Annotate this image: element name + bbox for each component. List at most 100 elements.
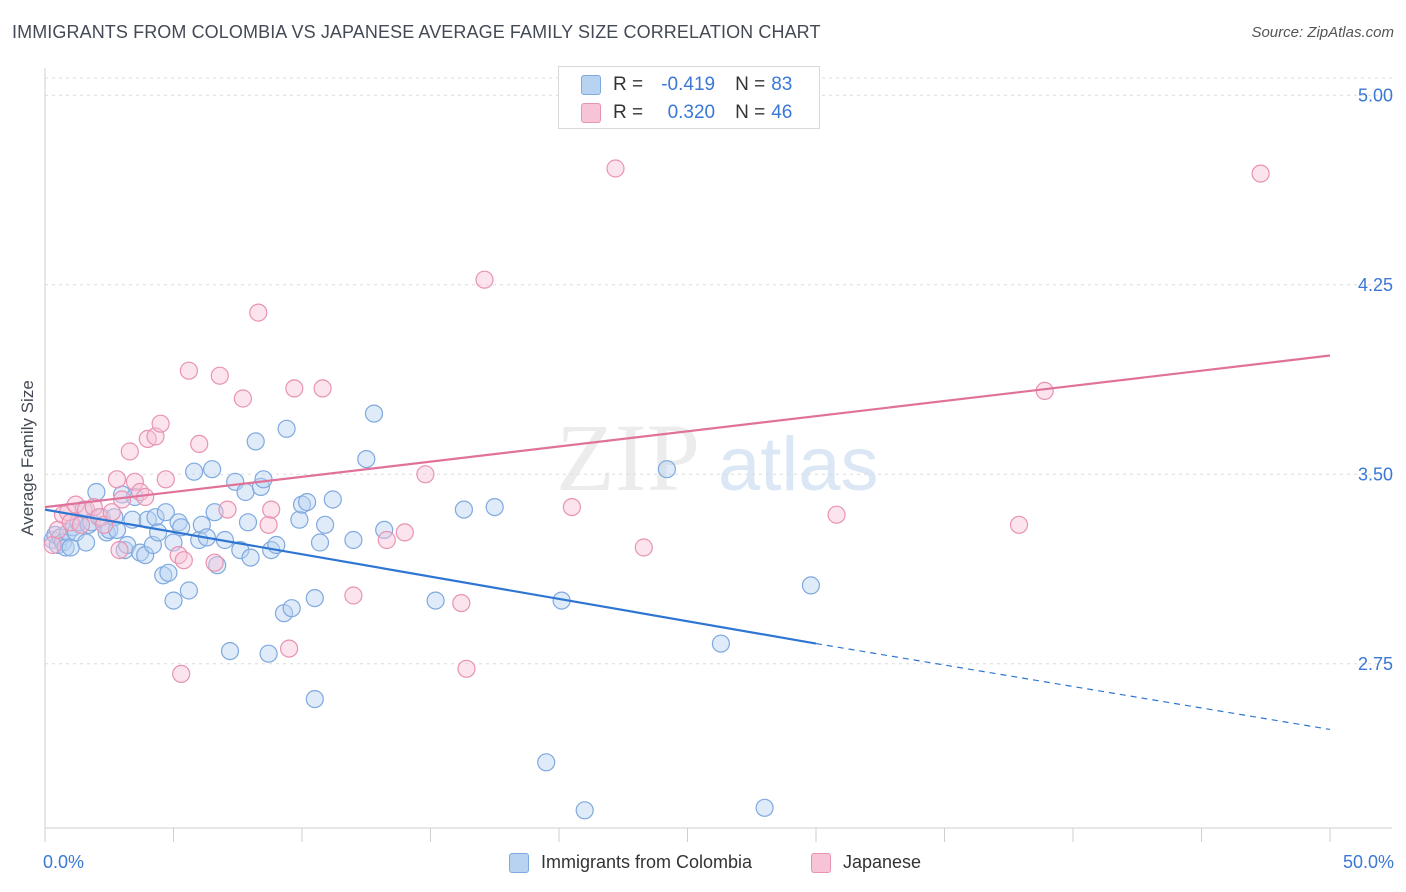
japanese-point xyxy=(475,270,494,289)
colombia-point xyxy=(426,591,445,610)
japanese-point xyxy=(259,515,278,534)
legend-swatch-pink xyxy=(581,103,601,123)
colombia-point xyxy=(323,490,342,509)
legend-r-label: R = xyxy=(613,102,644,123)
colombia-point xyxy=(454,500,473,519)
colombia-trend-extension xyxy=(815,642,1331,731)
japanese-point xyxy=(1251,164,1270,183)
japanese-point xyxy=(562,498,582,517)
colombia-point xyxy=(282,599,301,618)
japanese-point xyxy=(190,434,209,453)
colombia-point xyxy=(357,450,376,469)
japanese-point xyxy=(1009,515,1029,534)
colombia-point xyxy=(156,503,175,522)
colombia-point xyxy=(364,404,384,423)
japanese-point xyxy=(249,303,268,322)
legend-row-japanese: R = 0.320 N = 46 xyxy=(581,100,792,126)
colombia-point xyxy=(292,495,312,514)
colombia-point xyxy=(203,460,222,479)
colombia-point xyxy=(344,530,363,550)
legend-row-colombia: R = -0.419 N = 83 xyxy=(581,72,792,98)
x-tick-label-min: 0.0% xyxy=(43,852,85,872)
colombia-point xyxy=(164,591,183,610)
legend-n-value: 83 xyxy=(771,74,793,95)
colombia-point xyxy=(755,798,774,817)
legend-r-label: R = xyxy=(613,74,644,95)
japanese-point xyxy=(107,470,127,489)
japanese-point xyxy=(606,159,625,178)
legend-item-japanese[interactable]: Japanese xyxy=(811,852,921,873)
colombia-point xyxy=(115,540,134,560)
colombia-point xyxy=(277,419,296,438)
japanese-point xyxy=(280,639,299,658)
y-tick-label: 5.00 xyxy=(1358,85,1393,105)
legend-r-value: 0.320 xyxy=(667,102,716,123)
legend-swatch-pink xyxy=(811,852,831,873)
japanese-point xyxy=(262,500,281,519)
colombia-point xyxy=(485,498,504,517)
colombia-point xyxy=(316,515,335,534)
colombia-point xyxy=(169,513,188,532)
colombia-point xyxy=(241,548,260,567)
colombia-point xyxy=(220,641,240,661)
colombia-point xyxy=(208,556,227,575)
legend-swatch-blue xyxy=(509,852,529,873)
colombia-point xyxy=(711,634,731,653)
japanese-point xyxy=(205,553,224,572)
colombia-point xyxy=(149,523,168,542)
colombia-point xyxy=(298,493,317,512)
colombia-point xyxy=(238,513,258,532)
legend-n-value: 46 xyxy=(771,102,793,123)
legend-n-label: N = xyxy=(735,102,766,123)
colombia-point xyxy=(146,508,165,527)
colombia-point xyxy=(290,510,309,529)
y-tick-label: 3.50 xyxy=(1358,464,1393,484)
japanese-point xyxy=(313,379,332,398)
series-legend: Immigrants from Colombia Japanese xyxy=(0,852,1406,878)
japanese-point xyxy=(395,523,414,542)
colombia-point xyxy=(575,801,594,820)
japanese-point xyxy=(169,545,188,565)
japanese-point xyxy=(827,505,846,524)
colombia-point xyxy=(136,545,155,565)
japanese-point xyxy=(634,538,653,557)
japanese-point xyxy=(377,530,396,550)
japanese-point xyxy=(210,366,229,385)
colombia-point xyxy=(185,462,204,481)
colombia-point xyxy=(310,533,330,552)
legend-swatch-blue xyxy=(581,75,601,95)
japanese-point xyxy=(110,540,129,560)
japanese-point xyxy=(43,535,62,555)
x-tick-label-max: 50.0% xyxy=(1342,852,1394,872)
japanese-point xyxy=(120,442,139,461)
watermark-zip: ZIP xyxy=(556,404,700,511)
japanese-point xyxy=(285,379,304,398)
colombia-point xyxy=(159,563,178,582)
watermark: ZIP atlas xyxy=(556,404,879,511)
japanese-point xyxy=(218,500,237,519)
colombia-point xyxy=(254,470,273,489)
japanese-point xyxy=(151,414,170,433)
legend-r-value: -0.419 xyxy=(661,74,716,95)
colombia-point xyxy=(537,753,556,772)
japanese-point xyxy=(174,551,193,570)
colombia-point xyxy=(657,460,677,479)
japanese-point xyxy=(71,515,91,534)
legend-label: Japanese xyxy=(843,852,922,872)
japanese-point xyxy=(125,472,144,491)
legend-label: Immigrants from Colombia xyxy=(541,852,753,872)
japanese-point xyxy=(179,361,198,380)
correlation-legend: R = -0.419 N = 83 R = 0.320 N = 46 xyxy=(558,66,820,129)
japanese-point xyxy=(452,593,471,613)
colombia-point xyxy=(61,538,80,557)
legend-item-colombia[interactable]: Immigrants from Colombia xyxy=(509,852,752,873)
japanese-point xyxy=(233,389,252,408)
japanese-point xyxy=(344,586,363,605)
legend-n-label: N = xyxy=(735,74,766,95)
watermark-atlas: atlas xyxy=(718,422,879,507)
chart-title: IMMIGRANTS FROM COLOMBIA VS JAPANESE AVE… xyxy=(12,22,821,42)
japanese-point xyxy=(156,470,175,489)
colombia-point xyxy=(87,482,106,502)
colombia-point xyxy=(246,432,265,451)
